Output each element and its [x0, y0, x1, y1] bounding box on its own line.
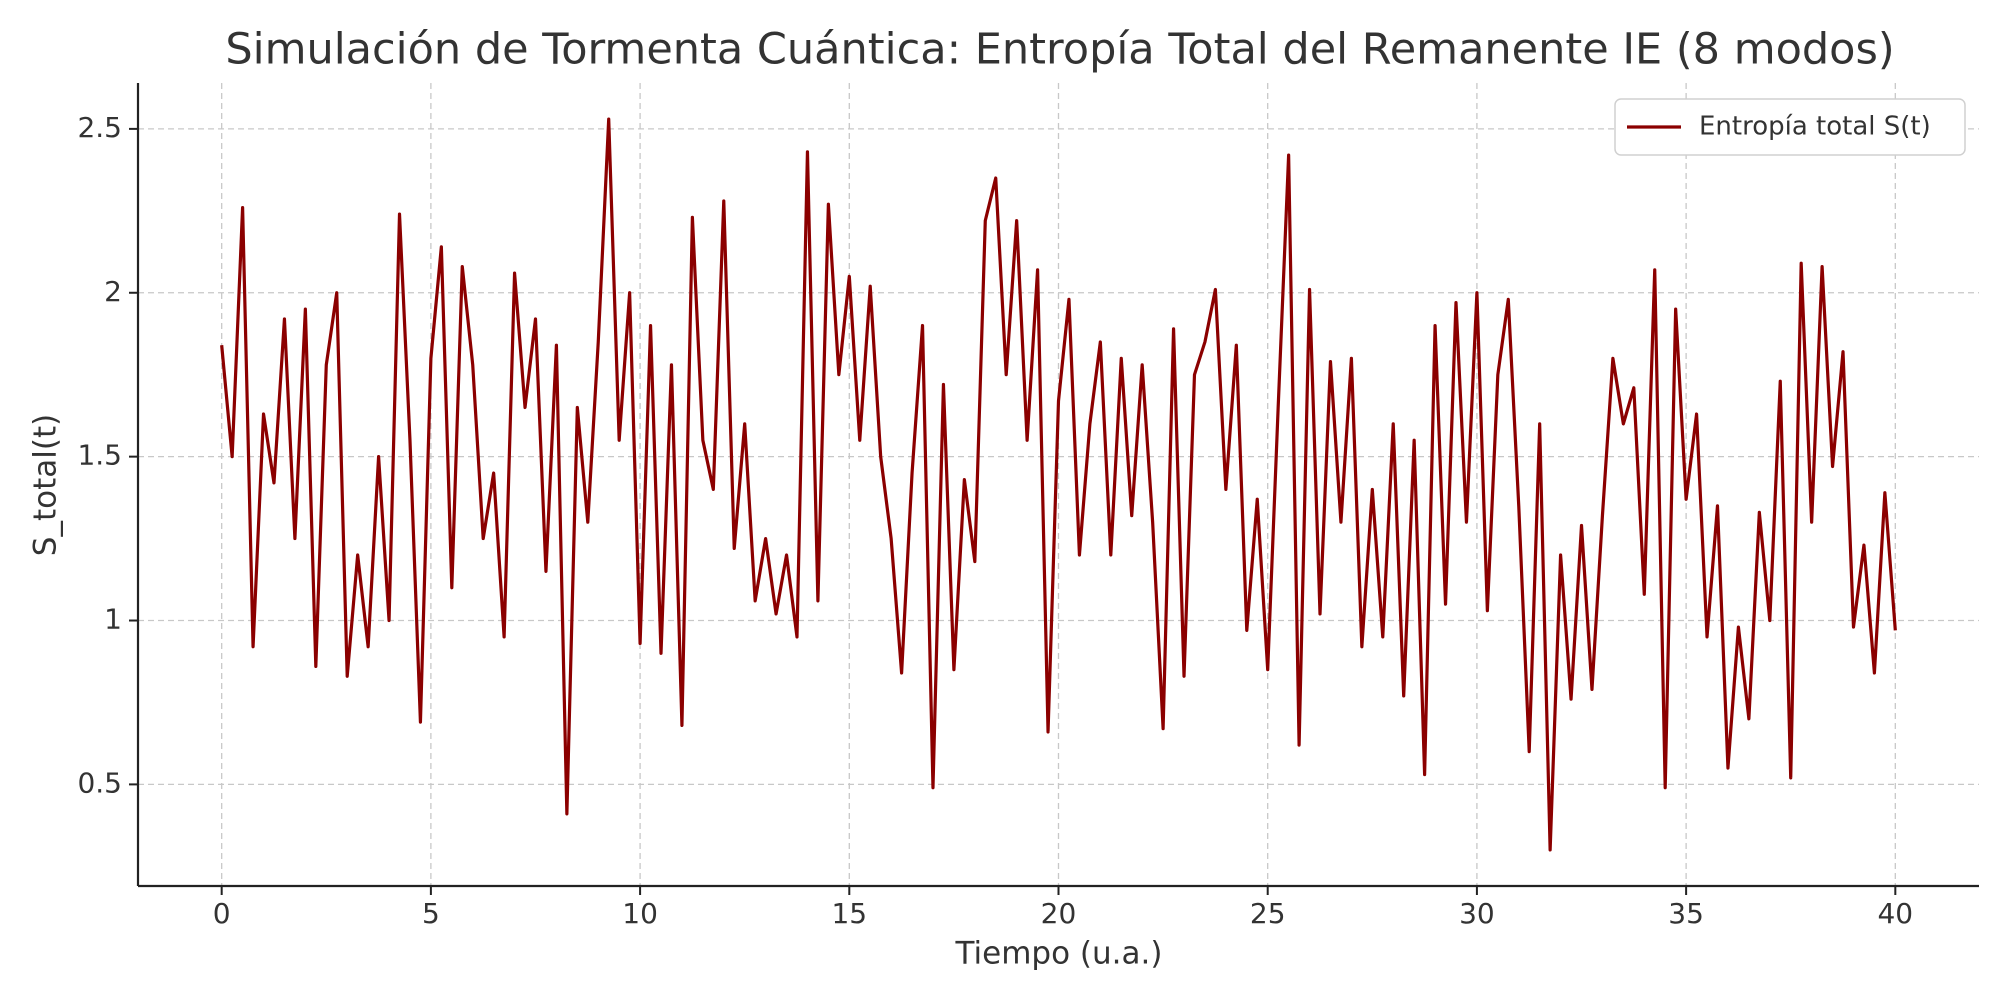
chart-title: Simulación de Tormenta Cuántica: Entropí…: [225, 25, 1894, 75]
x-tick-label: 20: [1041, 897, 1077, 930]
x-tick-label: 35: [1668, 897, 1704, 930]
y-tick-label: 2: [104, 275, 122, 308]
y-tick-label: 1.5: [77, 439, 122, 472]
data-line: [220, 117, 1897, 852]
x-axis-label: Tiempo (u.a.): [955, 936, 1163, 972]
x-tick-label: 40: [1877, 897, 1913, 930]
y-axis-label: S_total(t): [28, 414, 64, 556]
x-tick-label: 0: [213, 897, 231, 930]
x-tick-label: 10: [622, 897, 658, 930]
y-tick-label: 1: [104, 603, 122, 636]
x-tick-label: 5: [422, 897, 440, 930]
y-tick-label: 0.5: [77, 766, 122, 799]
legend-label: Entropía total S(t): [1699, 112, 1931, 142]
x-tick-label: 15: [831, 897, 867, 930]
y-tick-label: 2.5: [77, 111, 122, 144]
x-tick-label: 25: [1250, 897, 1286, 930]
legend-box: [1614, 98, 1966, 156]
x-tick-label: 30: [1459, 897, 1495, 930]
legend: Entropía total S(t): [1614, 98, 1966, 156]
